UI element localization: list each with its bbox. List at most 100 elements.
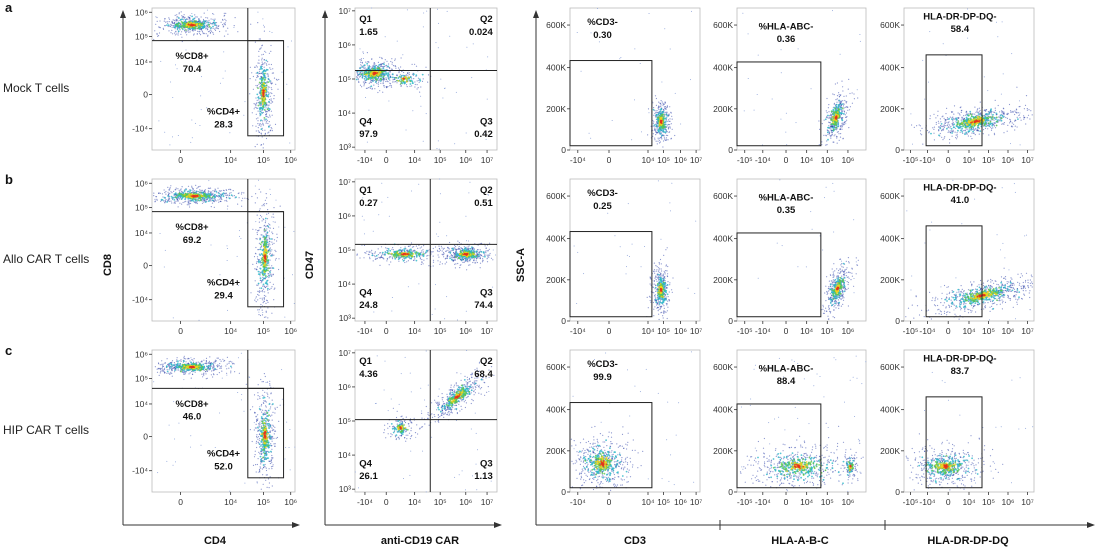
event-dot xyxy=(214,21,217,24)
x-tick-label: -10⁴ xyxy=(570,155,586,165)
event-dot xyxy=(839,106,842,109)
event-dot xyxy=(222,26,224,28)
event-dot xyxy=(405,84,408,86)
event-dot xyxy=(192,18,194,21)
event-dot xyxy=(176,68,178,70)
event-dot xyxy=(391,61,393,63)
event-dot xyxy=(669,127,671,129)
event-dot xyxy=(262,120,264,122)
event-dot xyxy=(832,119,835,122)
event-dot xyxy=(265,122,267,124)
event-dot xyxy=(398,68,401,70)
event-dot xyxy=(407,72,409,74)
y-tick-label: 400K xyxy=(713,63,733,73)
event-dot xyxy=(243,192,245,194)
event-dot xyxy=(165,199,167,201)
event-dot xyxy=(165,21,167,23)
event-dot xyxy=(943,126,945,128)
event-dot xyxy=(270,87,272,89)
event-dot xyxy=(982,129,985,131)
event-dot xyxy=(199,185,201,187)
event-dot xyxy=(212,190,214,192)
event-dot xyxy=(818,144,820,146)
y-tick-label: 200K xyxy=(546,104,566,114)
event-dot xyxy=(201,21,203,23)
event-dot xyxy=(207,35,209,37)
event-dot xyxy=(266,213,268,215)
event-dot xyxy=(978,111,981,113)
event-dot xyxy=(164,131,166,133)
event-dot xyxy=(261,59,263,61)
event-dot xyxy=(172,25,175,27)
event-dot xyxy=(261,57,263,59)
event-dot xyxy=(259,108,261,111)
event-dot xyxy=(271,72,273,74)
event-dot xyxy=(835,103,838,106)
event-dot xyxy=(964,126,967,129)
event-dot xyxy=(270,63,272,66)
event-dot xyxy=(269,116,271,118)
event-dot xyxy=(176,199,178,201)
event-dot xyxy=(209,21,211,23)
event-dot xyxy=(270,287,272,289)
y-tick-label: 10⁵ xyxy=(338,74,351,84)
event-dot xyxy=(939,118,942,120)
event-dot xyxy=(399,74,401,76)
event-dot xyxy=(240,193,243,195)
event-dot xyxy=(662,140,665,142)
event-dot xyxy=(835,99,837,101)
event-dot xyxy=(260,104,263,106)
event-dot xyxy=(827,133,829,135)
event-dot xyxy=(263,117,266,119)
event-dot xyxy=(206,199,208,201)
event-dot xyxy=(974,113,976,115)
event-dot xyxy=(225,189,228,191)
event-dot xyxy=(174,202,176,204)
event-dot xyxy=(435,42,437,44)
event-dot xyxy=(189,15,191,17)
event-dot xyxy=(654,137,656,139)
event-dot xyxy=(223,190,225,192)
event-dot xyxy=(200,76,202,78)
event-dot xyxy=(266,69,269,71)
event-dot xyxy=(257,117,259,119)
event-dot xyxy=(842,90,844,92)
x-tick-label: 10⁴ xyxy=(800,155,813,165)
event-dot xyxy=(207,31,210,33)
event-dot xyxy=(262,123,264,125)
event-dot xyxy=(262,103,264,106)
event-dot xyxy=(267,91,269,93)
event-dot xyxy=(263,66,265,68)
event-dot xyxy=(400,74,403,77)
event-dot xyxy=(203,189,205,191)
event-dot xyxy=(257,258,259,260)
event-dot xyxy=(938,122,940,124)
event-dot xyxy=(831,126,833,129)
event-dot xyxy=(389,75,391,78)
event-dot xyxy=(169,192,171,194)
event-dot xyxy=(202,18,205,21)
event-dot xyxy=(181,40,183,43)
x-tick-label: -10⁵ xyxy=(903,155,919,165)
event-dot xyxy=(368,65,371,68)
event-dot xyxy=(1000,119,1003,122)
event-dot xyxy=(1026,117,1028,119)
event-dot xyxy=(213,13,215,15)
event-dot xyxy=(661,81,663,83)
event-dot xyxy=(206,9,208,11)
event-dot xyxy=(977,111,979,113)
event-dot xyxy=(840,108,843,111)
event-dot xyxy=(262,100,264,103)
event-dot xyxy=(207,21,210,24)
event-dot xyxy=(810,88,812,90)
event-dot xyxy=(357,79,359,81)
event-dot xyxy=(180,11,182,13)
event-dot xyxy=(590,32,592,34)
event-dot xyxy=(191,119,193,121)
event-dot xyxy=(933,113,935,115)
event-dot xyxy=(395,81,397,83)
event-dot xyxy=(993,125,996,127)
event-dot xyxy=(396,74,398,76)
event-dot xyxy=(265,112,268,114)
event-dot xyxy=(212,192,214,194)
